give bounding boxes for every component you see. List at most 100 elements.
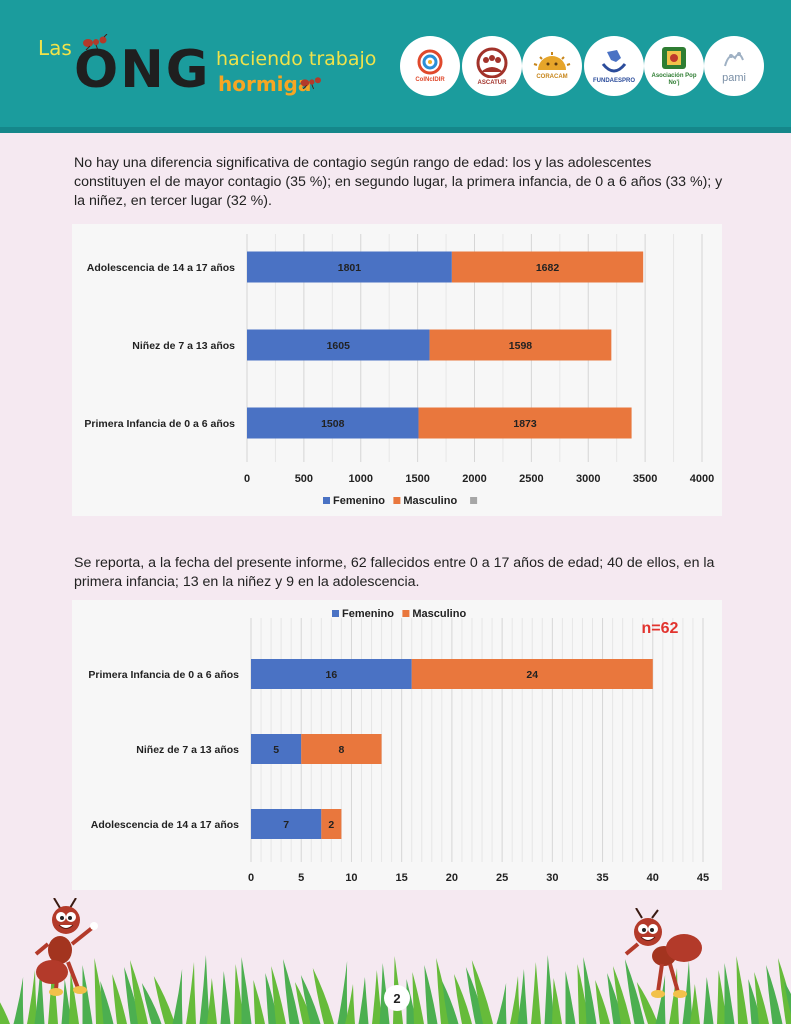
category-label: Niñez de 7 a 13 años (136, 744, 239, 756)
x-tick-label: 35 (596, 872, 608, 884)
x-tick-label: 1500 (405, 473, 429, 485)
grass-blade (199, 955, 210, 1024)
chart-contagio-svg: 0 500 1000 1500 2000 2500 3000 3500 4000 Adolesce… (84, 234, 714, 507)
grass-blade (172, 969, 183, 1024)
data-label: 5 (273, 744, 279, 756)
legend-swatch (393, 497, 401, 504)
legend-label: Femenino (342, 608, 394, 620)
x-tick-label: 4000 (690, 473, 714, 485)
grass-blade (544, 955, 555, 1024)
grass-blade (682, 961, 693, 1024)
grass-blade (283, 959, 300, 1024)
grass-blade (510, 976, 520, 1024)
legend-label: Masculino (412, 608, 466, 620)
grass-blade (766, 965, 783, 1024)
logo-label: FUNDAESPRO (592, 77, 635, 84)
legend-swatch (323, 497, 330, 504)
data-label: 1873 (513, 418, 537, 430)
chart-contagio-edad: 0 500 1000 1500 2000 2500 3000 3500 4000 Adolesce… (72, 224, 722, 516)
bar-femenino (251, 659, 412, 689)
grass-blade (358, 977, 369, 1024)
bar-femenino (247, 407, 419, 439)
grass-blade (300, 975, 321, 1024)
x-tick-label: 0 (248, 872, 254, 884)
x-tick-label: 5 (298, 872, 304, 884)
category-label: Primera Infancia de 0 a 6 años (88, 669, 239, 681)
data-label: 1605 (327, 340, 351, 352)
title-hormiga: hormiga (218, 72, 312, 96)
grass-blade (27, 970, 37, 1024)
grass-blade (754, 972, 769, 1024)
grass-blade (69, 972, 79, 1024)
logo-pami: pami (704, 36, 764, 96)
grass-blade (624, 959, 645, 1024)
grass-blade (0, 1002, 10, 1024)
grass-blade (253, 980, 265, 1024)
ant-icon (300, 77, 321, 90)
bar-femenino (251, 809, 322, 839)
bar-masculino (411, 659, 653, 689)
bar-femenino (247, 329, 430, 361)
bar-masculino (301, 734, 382, 764)
grass-blade (312, 968, 334, 1024)
chart-annotation: n=62 (642, 620, 679, 637)
legend-swatch (332, 610, 339, 617)
bar-masculino (451, 251, 644, 283)
logo-label: Asociación Pop No'j (651, 73, 697, 86)
x-tick-label: 1000 (349, 473, 373, 485)
x-tick-label: 25 (496, 872, 508, 884)
legend-swatch (470, 497, 478, 504)
legend-label: Masculino (403, 495, 457, 507)
grass-blade (655, 975, 666, 1024)
logo-popnoj: Asociación Pop No'j (644, 36, 704, 96)
popnoj-logo-icon (662, 47, 686, 70)
grass-decoration (0, 955, 791, 1024)
bar-femenino (247, 251, 452, 283)
ant-mascot-right (624, 908, 702, 998)
x-tick-label: 3500 (633, 473, 657, 485)
grass-blade (496, 983, 507, 1024)
data-label: 1598 (509, 340, 533, 352)
grass-blade (345, 984, 355, 1024)
grass-blade (565, 971, 576, 1024)
paragraph-fallecidos: Se reporta, a la fecha del presente info… (74, 555, 715, 590)
logo-label: CORACAM (536, 73, 568, 80)
grass-blade (100, 981, 114, 1024)
grass-blade (337, 961, 348, 1024)
grass-blade (690, 984, 700, 1024)
logo-fundaespro: FUNDAESPRO (584, 36, 644, 96)
grass-blade (13, 977, 24, 1024)
grass-blade (736, 956, 748, 1024)
fundaespro-logo-icon (601, 49, 627, 73)
grass-blade (82, 965, 93, 1024)
x-tick-label: 45 (697, 872, 709, 884)
category-label: Adolescencia de 14 a 17 años (87, 262, 235, 274)
paragraph-contagio: No hay una diferencia significativa de c… (74, 155, 723, 209)
title-ong: ONG (74, 40, 211, 100)
pami-logo-icon (724, 51, 744, 67)
grass-blade (517, 969, 528, 1024)
grass-blade (552, 978, 562, 1024)
bar-femenino (251, 734, 302, 764)
grass-blade (531, 962, 541, 1024)
bar-masculino (429, 329, 612, 361)
x-tick-label: 15 (396, 872, 408, 884)
x-tick-label: 40 (647, 872, 659, 884)
grass-blade (783, 981, 791, 1015)
x-tick-label: 10 (345, 872, 357, 884)
data-label: 24 (526, 669, 538, 681)
category-label: Adolescencia de 14 a 17 años (91, 819, 239, 831)
logo-label: pami (722, 71, 746, 84)
bar-masculino (418, 407, 632, 439)
grass-blade (207, 978, 217, 1024)
data-label: 1508 (321, 418, 345, 430)
chart-fallecidos: 0 5 10 15 20 25 30 35 40 45 Primera Infancia de 0 … (72, 600, 722, 890)
data-label: 8 (338, 744, 344, 756)
logo-coracam: CORACAM (522, 36, 582, 96)
x-tick-label: 2500 (519, 473, 543, 485)
grass-blade (372, 970, 382, 1024)
x-tick-label: 500 (295, 473, 313, 485)
grass-blade (412, 972, 424, 1024)
sun-logo-icon (533, 51, 571, 70)
